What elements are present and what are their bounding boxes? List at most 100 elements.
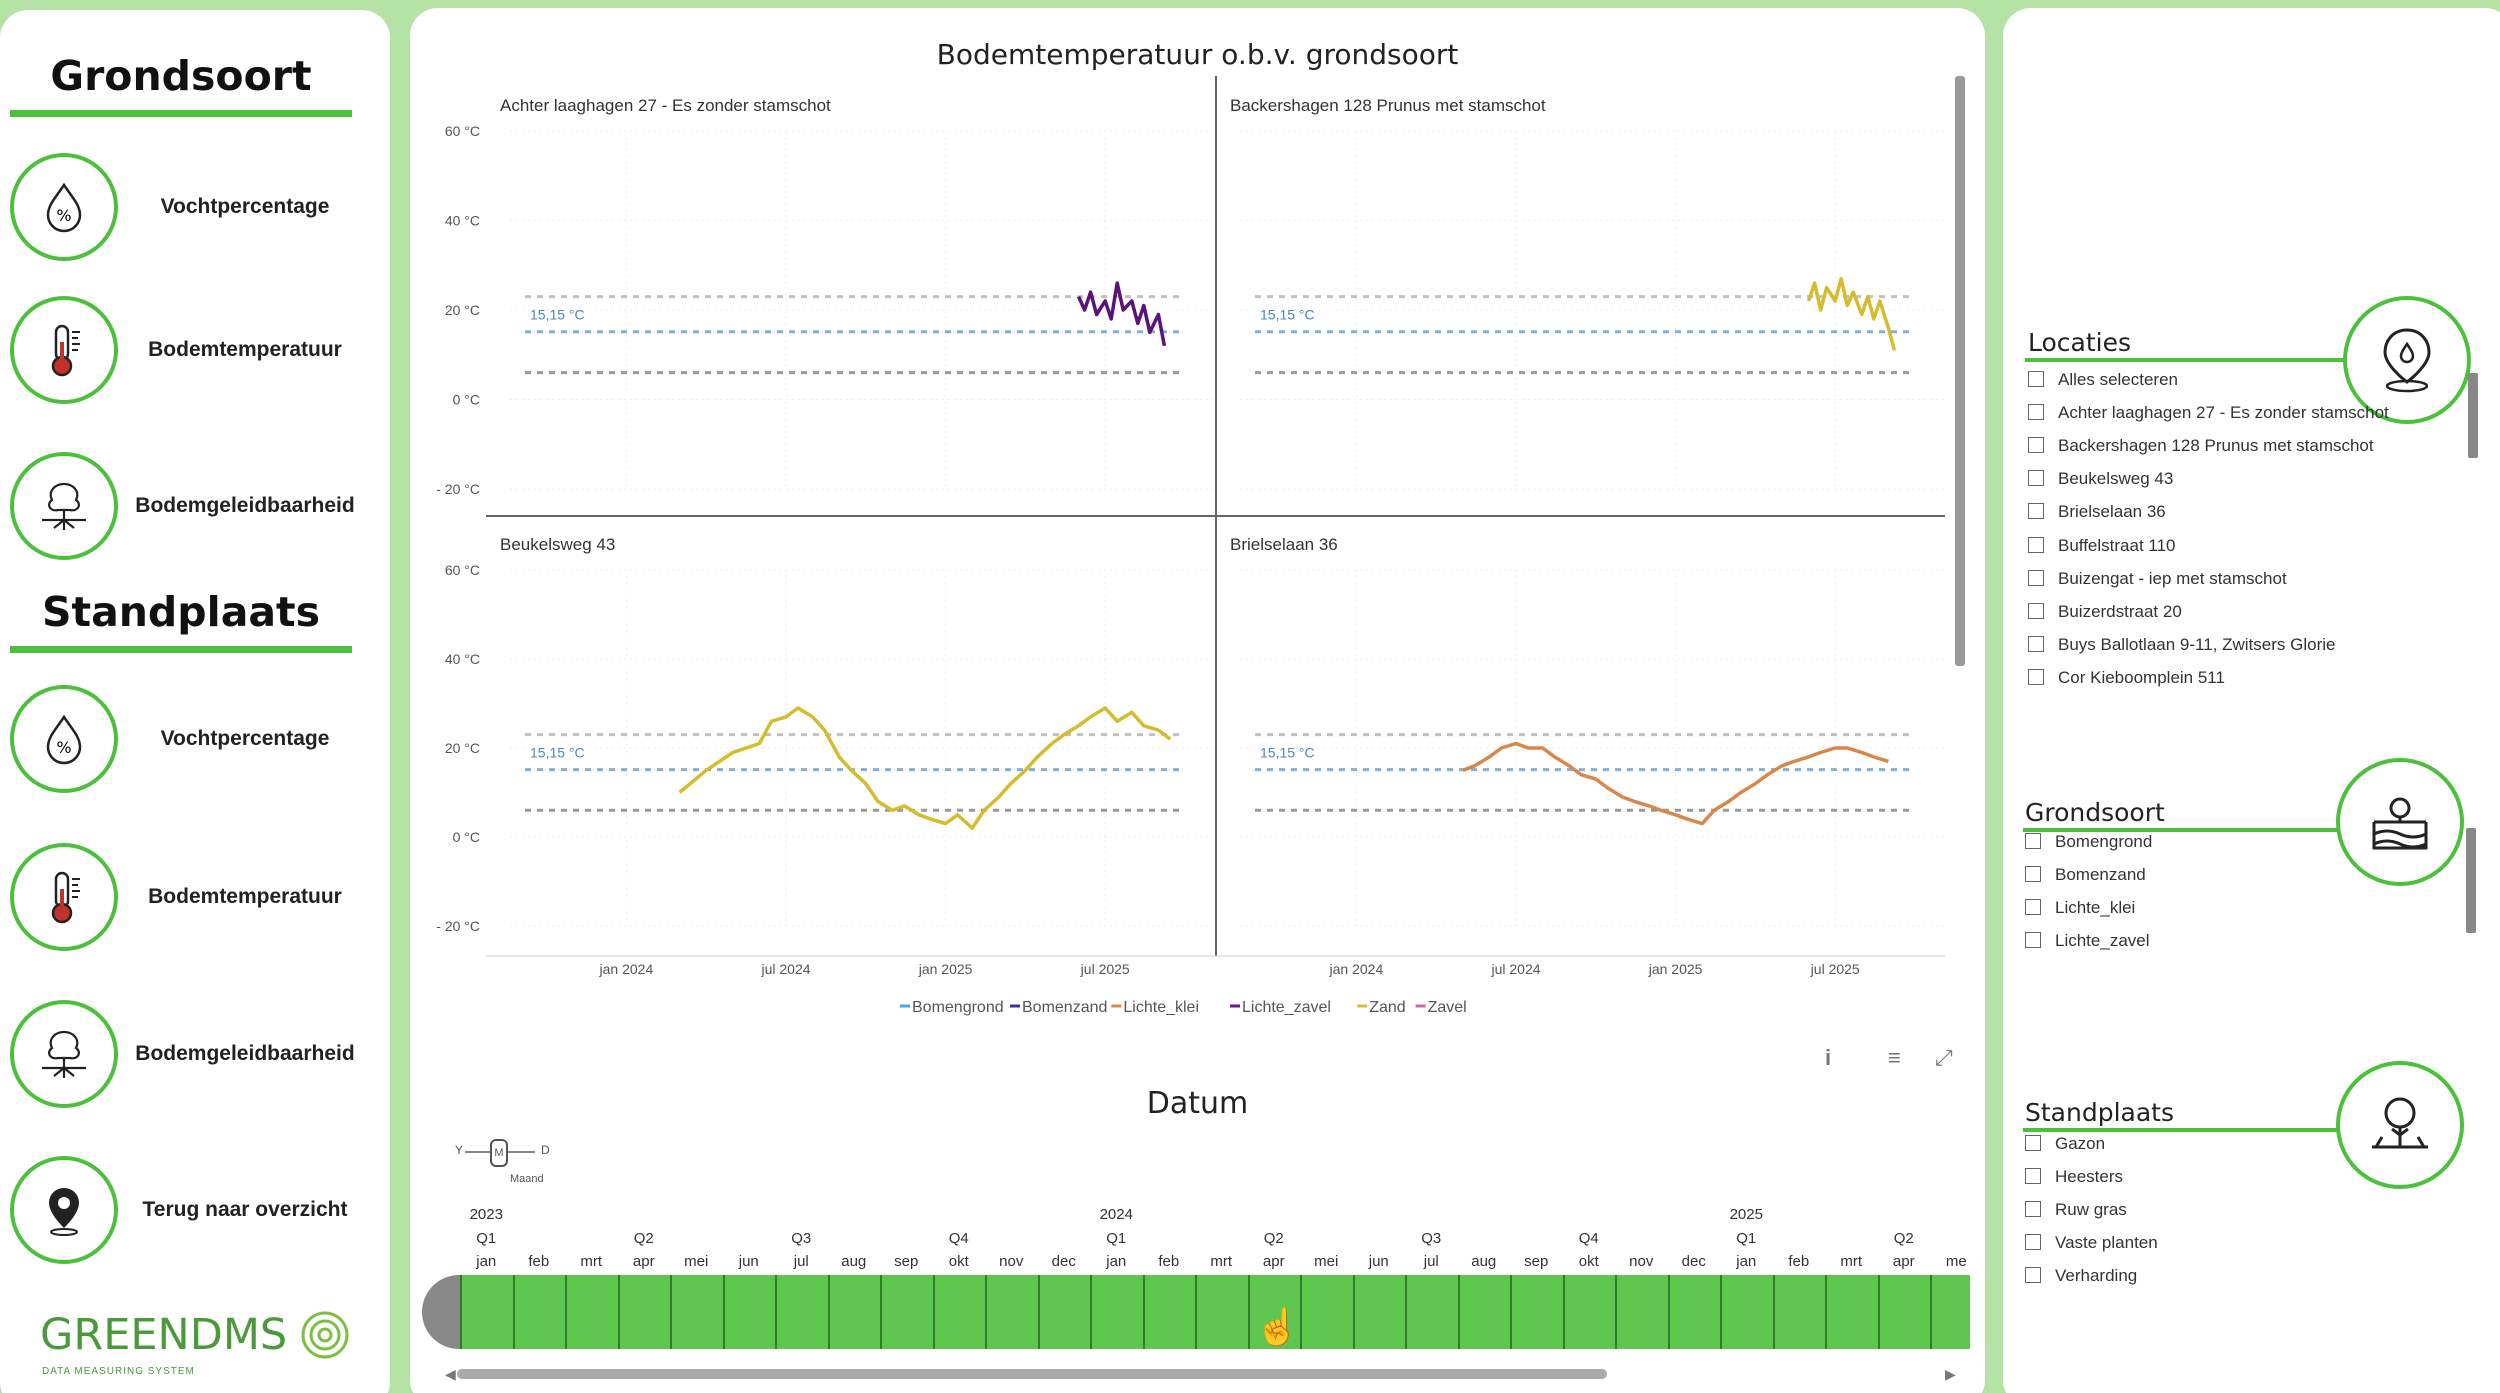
timeline-month-label[interactable]: dec (1681, 1253, 1706, 1270)
checkbox[interactable] (2028, 569, 2044, 586)
standplaats-option[interactable]: Ruw gras (2025, 1200, 2127, 1220)
timeline-month-label[interactable]: mrt (580, 1253, 603, 1270)
timeline-month-label[interactable]: okt (948, 1253, 969, 1270)
timeline-month-label[interactable]: me (1945, 1253, 1967, 1270)
timeline-quarter-label[interactable]: Q1 (476, 1230, 497, 1247)
small-multiples-line-chart[interactable]: Achter laaghagen 27 - Es zonder stamscho… (410, 8, 1985, 1048)
timeline-month-label[interactable]: mrt (1210, 1253, 1233, 1270)
grondsoort-option[interactable]: Lichte_klei (2025, 898, 2135, 918)
timeline-quarter-label[interactable]: Q3 (791, 1230, 812, 1247)
timeline-month-label[interactable]: okt (1578, 1253, 1599, 1270)
nav-grondsoort-vochtpercentage[interactable]: % Vochtpercentage (10, 153, 370, 263)
locaties-scrollbar[interactable] (2468, 373, 2478, 458)
nav-standplaats-bodemgeleidbaarheid[interactable]: Bodemgeleidbaarheid (10, 1000, 370, 1110)
checkbox[interactable] (2028, 371, 2044, 387)
scroll-right-icon[interactable]: ▶ (1945, 1366, 1956, 1382)
timeline-month-cell[interactable] (1247, 1275, 1301, 1349)
checkbox[interactable] (2025, 866, 2041, 882)
timeline-quarter-label[interactable]: Q2 (1263, 1230, 1284, 1247)
locaties-option[interactable]: Buffelstraat 110 (2028, 536, 2176, 556)
timeline-month-cell[interactable] (1090, 1275, 1143, 1349)
locaties-option[interactable]: Alles selecteren (2028, 370, 2178, 390)
checkbox[interactable] (2025, 1168, 2041, 1184)
locaties-option[interactable]: Buizengat - iep met stamschot (2028, 569, 2287, 589)
timeline-month-label[interactable]: mrt (1840, 1253, 1863, 1270)
grondsoort-option[interactable]: Bomengrond (2025, 832, 2152, 852)
timeline-year-label[interactable]: 2025 (1729, 1206, 1763, 1223)
timeline-quarter-label[interactable]: Q1 (1106, 1230, 1127, 1247)
timeline-month-label[interactable]: jan (1106, 1253, 1127, 1270)
timeline-quarter-label[interactable]: Q4 (948, 1230, 969, 1247)
checkbox[interactable] (2025, 899, 2041, 915)
timeline-month-cell[interactable] (1405, 1275, 1458, 1349)
timeline-range-bar[interactable] (460, 1275, 1970, 1349)
timeline-month-label[interactable]: jul (1423, 1253, 1439, 1270)
timeline-quarter-label[interactable]: Q2 (1893, 1230, 1914, 1247)
timeline-year-label[interactable]: 2024 (1099, 1206, 1133, 1223)
series-line-lichte_klei[interactable] (1462, 741, 1889, 826)
timeline-year-label[interactable]: 2023 (469, 1206, 503, 1223)
standplaats-option[interactable]: Gazon (2025, 1134, 2105, 1154)
locaties-option[interactable]: Cor Kieboomplein 511 (2028, 668, 2225, 688)
timeline-month-label[interactable]: apr (1262, 1253, 1285, 1270)
checkbox[interactable] (2028, 668, 2044, 685)
chart-panel-3[interactable]: Brielselaan 36 15,15 °C jan 2024 jul 2024 ja… (1230, 535, 1945, 977)
legend-item-bomenzand[interactable]: Bomenzand (1010, 999, 1107, 1016)
timeline-month-label[interactable]: sep (1524, 1253, 1549, 1270)
timeline-month-label[interactable]: feb (1788, 1253, 1810, 1270)
legend-item-lichte_klei[interactable]: Lichte_klei (1111, 999, 1199, 1016)
timeline-month-cell[interactable] (1825, 1275, 1878, 1349)
timeline-quarter-label[interactable]: Q4 (1578, 1230, 1599, 1247)
timeline-month-cell[interactable] (1667, 1275, 1721, 1349)
timeline-month-cell[interactable] (985, 1275, 1038, 1349)
timeline-month-label[interactable]: dec (1051, 1253, 1076, 1270)
timeline-month-label[interactable]: mei (1314, 1253, 1339, 1270)
timeline-month-cell[interactable] (1300, 1275, 1353, 1349)
timeline-month-cell[interactable] (775, 1275, 828, 1349)
legend-item-lichte_zavel[interactable]: Lichte_zavel (1230, 999, 1331, 1016)
timeline-month-cell[interactable] (1720, 1275, 1773, 1349)
filter-icon[interactable]: ≡ (1888, 1045, 1901, 1070)
checkbox[interactable] (2025, 833, 2041, 849)
granularity-day[interactable]: D (541, 1143, 550, 1157)
timeline-quarter-label[interactable]: Q2 (633, 1230, 654, 1247)
locaties-option[interactable]: Buys Ballotlaan 9-11, Zwitsers Glorie (2028, 635, 2335, 655)
checkbox[interactable] (2028, 404, 2044, 421)
timeline-month-cell[interactable] (1510, 1275, 1563, 1349)
timeline-month-cell[interactable] (880, 1275, 933, 1349)
locaties-option[interactable]: Achter laaghagen 27 - Es zonder stamscho… (2028, 403, 2389, 423)
focus-mode-icon[interactable]: ⤢ (1935, 1045, 1953, 1070)
standplaats-option[interactable]: Verharding (2025, 1266, 2137, 1286)
nav-grondsoort-bodemgeleidbaarheid[interactable]: Bodemgeleidbaarheid (10, 452, 370, 562)
timeline-month-label[interactable]: apr (1892, 1253, 1915, 1270)
checkbox[interactable] (2028, 503, 2044, 520)
timeline-month-cell[interactable] (1352, 1275, 1406, 1349)
scrollbar-thumb[interactable] (457, 1369, 1607, 1379)
granularity-year[interactable]: Y (455, 1143, 464, 1157)
timeline-month-label[interactable]: mei (684, 1253, 709, 1270)
timeline-month-cell[interactable] (1615, 1275, 1668, 1349)
timeline-month-cell[interactable] (1562, 1275, 1616, 1349)
locaties-option[interactable]: Brielselaan 36 (2028, 502, 2166, 522)
timeline-month-cell[interactable] (932, 1275, 986, 1349)
timeline-month-cell[interactable] (1195, 1275, 1248, 1349)
timeline-month-label[interactable]: aug (841, 1253, 867, 1270)
timeline-month-cell[interactable] (512, 1275, 566, 1349)
grondsoort-scrollbar[interactable] (2466, 828, 2476, 933)
granularity-knob[interactable]: M (490, 1139, 508, 1167)
legend-item-zavel[interactable]: Zavel (1415, 999, 1467, 1016)
timeline-month-label[interactable]: nov (999, 1253, 1024, 1270)
locaties-option[interactable]: Buizerdstraat 20 (2028, 602, 2182, 622)
legend-item-zand[interactable]: Zand (1357, 999, 1406, 1016)
timeline-month-cell[interactable] (1877, 1275, 1931, 1349)
timeline-quarter-label[interactable]: Q3 (1421, 1230, 1442, 1247)
timeline-month-label[interactable]: sep (894, 1253, 919, 1270)
checkbox[interactable] (2028, 470, 2044, 487)
series-line-zand[interactable] (1806, 276, 1897, 351)
nav-grondsoort-bodemtemperatuur[interactable]: Bodemtemperatuur (10, 296, 370, 406)
timeline-month-label[interactable]: nov (1629, 1253, 1654, 1270)
chart-panel-2[interactable]: Beukelsweg 43 60 °C 40 °C 20 °C 0 °C - 20 °C 1… (436, 535, 1215, 977)
checkbox[interactable] (2025, 1267, 2041, 1283)
grondsoort-option[interactable]: Bomenzand (2025, 865, 2146, 885)
scroll-left-icon[interactable]: ◀ (445, 1366, 456, 1382)
